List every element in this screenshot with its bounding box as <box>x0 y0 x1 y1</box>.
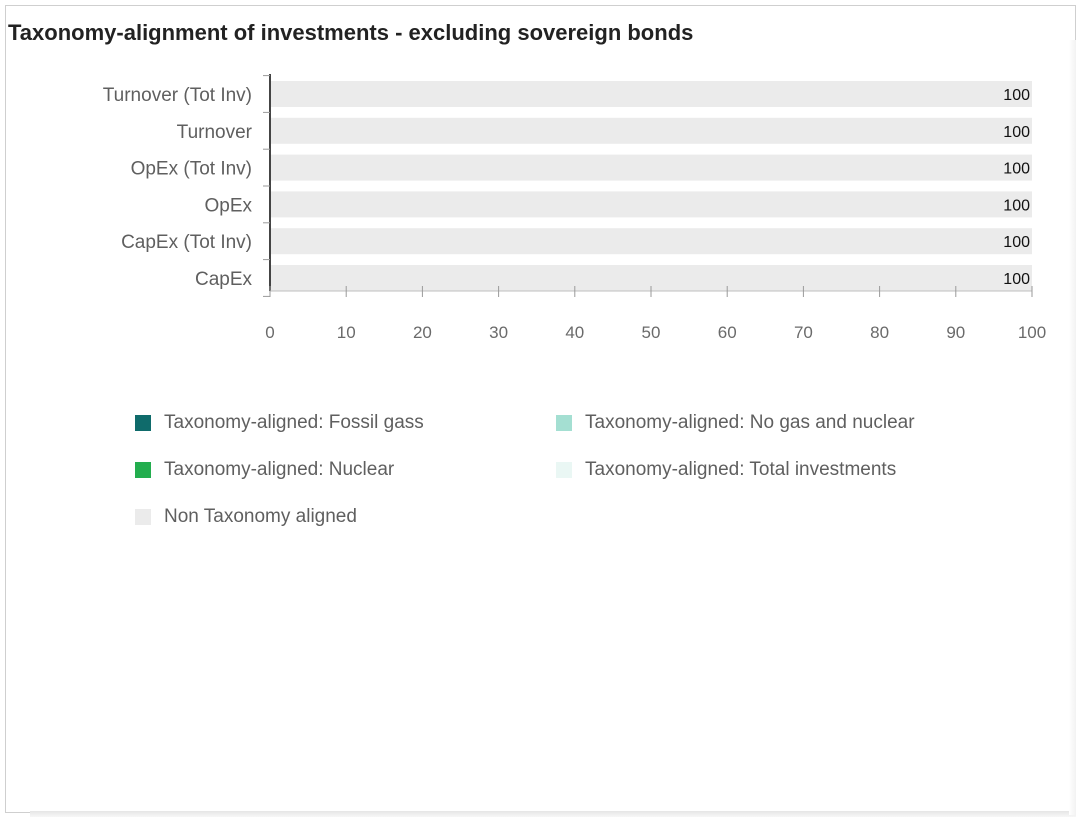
legend-label-nuclear: Taxonomy-aligned: Nuclear <box>164 459 395 480</box>
data-label-capex-tot-inv: 100 <box>1003 234 1030 251</box>
x-tick-label-0: 0 <box>265 323 274 342</box>
legend-swatch-non-aligned <box>135 509 151 525</box>
x-tick-label-60: 60 <box>718 323 737 342</box>
legend-item-no-gas-nuclear: Taxonomy-aligned: No gas and nuclear <box>556 412 915 434</box>
legend-swatch-total-investments <box>556 462 572 478</box>
legend-swatch-nuclear <box>135 462 151 478</box>
x-tick-label-90: 90 <box>946 323 965 342</box>
legend-label-non-aligned: Non Taxonomy aligned <box>164 506 357 527</box>
x-tick-label-20: 20 <box>413 323 432 342</box>
legend-swatch-no-gas-nuclear <box>556 415 572 431</box>
legend-label-fossil-gas: Taxonomy-aligned: Fossil gass <box>164 412 424 433</box>
category-label-turnover-tot-inv: Turnover (Tot Inv) <box>103 85 252 106</box>
data-label-turnover-tot-inv: 100 <box>1003 87 1030 104</box>
x-tick-label-70: 70 <box>794 323 813 342</box>
category-label-capex: CapEx <box>195 269 253 290</box>
x-tick-label-100: 100 <box>1018 323 1046 342</box>
data-label-opex-tot-inv: 100 <box>1003 161 1030 178</box>
data-label-opex: 100 <box>1003 197 1030 214</box>
legend-item-non-aligned: Non Taxonomy aligned <box>135 506 357 528</box>
category-label-capex-tot-inv: CapEx (Tot Inv) <box>121 232 252 253</box>
legend-label-no-gas-nuclear: Taxonomy-aligned: No gas and nuclear <box>585 412 915 433</box>
x-tick-label-40: 40 <box>565 323 584 342</box>
legend-item-nuclear: Taxonomy-aligned: Nuclear <box>135 459 394 481</box>
x-tick-label-80: 80 <box>870 323 889 342</box>
category-label-opex: OpEx <box>204 195 252 216</box>
bar-non-taxonomy-aligned-opex-tot-inv <box>270 154 1032 181</box>
chart-title: Taxonomy-alignment of investments - excl… <box>8 20 694 45</box>
x-tick-label-50: 50 <box>642 323 661 342</box>
bar-non-taxonomy-aligned-opex <box>270 191 1032 218</box>
bar-non-taxonomy-aligned-turnover-tot-inv <box>270 81 1032 107</box>
bar-non-taxonomy-aligned-turnover <box>270 117 1032 144</box>
category-label-turnover: Turnover <box>177 122 253 143</box>
legend-item-fossil-gas: Taxonomy-aligned: Fossil gass <box>135 412 424 434</box>
legend-label-total-investments: Taxonomy-aligned: Total investments <box>585 459 897 480</box>
data-label-capex: 100 <box>1003 271 1030 288</box>
panel-shadow <box>30 811 1076 817</box>
data-label-turnover: 100 <box>1003 124 1030 141</box>
bar-non-taxonomy-aligned-capex-tot-inv <box>270 228 1032 255</box>
legend-item-total-investments: Taxonomy-aligned: Total investments <box>556 459 896 481</box>
x-tick-label-30: 30 <box>489 323 508 342</box>
panel-edge-shade <box>1069 40 1076 815</box>
x-tick-label-10: 10 <box>337 323 356 342</box>
category-label-opex-tot-inv: OpEx (Tot Inv) <box>131 159 252 180</box>
legend-swatch-fossil-gas <box>135 415 151 431</box>
